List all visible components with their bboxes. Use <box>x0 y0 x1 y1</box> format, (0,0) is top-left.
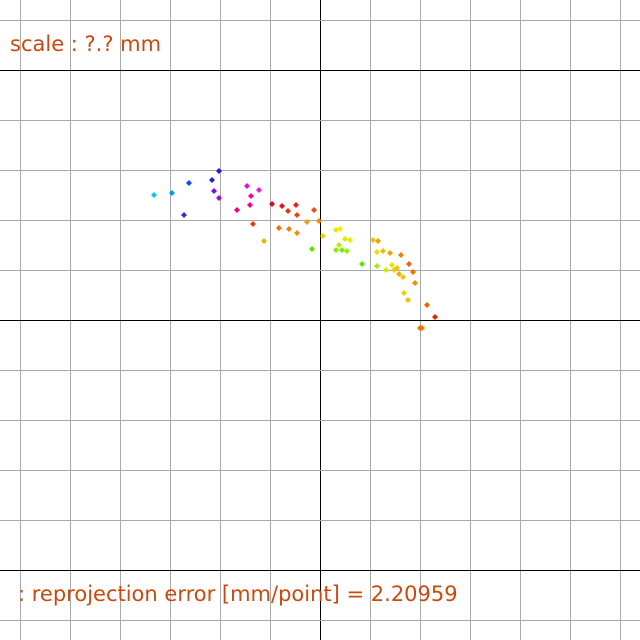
reprojection-point <box>181 212 187 218</box>
reprojection-point <box>293 202 299 208</box>
reprojection-point <box>432 314 438 320</box>
reprojection-point <box>151 192 157 198</box>
reprojection-point <box>394 265 400 271</box>
reprojection-point <box>309 246 315 252</box>
scale-label: scale : ?.? mm <box>10 32 162 56</box>
reprojection-point <box>294 212 300 218</box>
reprojection-point <box>209 177 215 183</box>
reprojection-point <box>247 202 253 208</box>
reprojection-point <box>347 237 353 243</box>
reprojection-point <box>279 203 285 209</box>
reprojection-point <box>387 250 393 256</box>
reprojection-point <box>374 263 380 269</box>
reprojection-point <box>389 262 395 268</box>
reprojection-point <box>375 238 381 244</box>
reprojection-point <box>261 238 267 244</box>
reprojection-point <box>248 193 254 199</box>
reprojection-error-label: : reprojection error [mm/point] = 2.2095… <box>18 582 458 606</box>
reprojection-point <box>244 183 250 189</box>
reprojection-point <box>405 297 411 303</box>
reprojection-points <box>151 168 438 331</box>
reprojection-point <box>344 248 350 254</box>
reprojection-point <box>256 187 262 193</box>
reprojection-point <box>410 269 416 275</box>
reprojection-point <box>269 201 275 207</box>
reprojection-point <box>398 252 404 258</box>
reprojection-point <box>342 236 348 242</box>
reprojection-point <box>333 247 339 253</box>
reprojection-point <box>250 221 256 227</box>
reprojection-point <box>311 207 317 213</box>
reprojection-point <box>234 207 240 213</box>
reprojection-point <box>406 261 412 267</box>
reprojection-point <box>304 219 310 225</box>
reprojection-point <box>417 325 423 331</box>
reprojection-point <box>400 274 406 280</box>
reprojection-point <box>285 208 291 214</box>
reprojection-point <box>412 280 418 286</box>
reprojection-point <box>216 195 222 201</box>
reprojection-point <box>276 225 282 231</box>
reprojection-point <box>370 237 376 243</box>
reprojection-point <box>169 190 175 196</box>
reprojection-point <box>424 302 430 308</box>
reprojection-point <box>320 233 326 239</box>
reprojection-point <box>336 242 342 248</box>
reprojection-point <box>294 230 300 236</box>
reprojection-point <box>359 261 365 267</box>
reprojection-point <box>396 271 402 277</box>
reprojection-point <box>337 226 343 232</box>
reprojection-point <box>339 247 345 253</box>
reprojection-point <box>211 188 217 194</box>
reprojection-point <box>401 290 407 296</box>
reprojection-point <box>374 249 380 255</box>
reprojection-point <box>380 248 386 254</box>
reprojection-point <box>383 267 389 273</box>
reprojection-point <box>286 226 292 232</box>
reprojection-point <box>316 218 322 224</box>
reprojection-point <box>186 180 192 186</box>
reprojection-point <box>216 168 222 174</box>
